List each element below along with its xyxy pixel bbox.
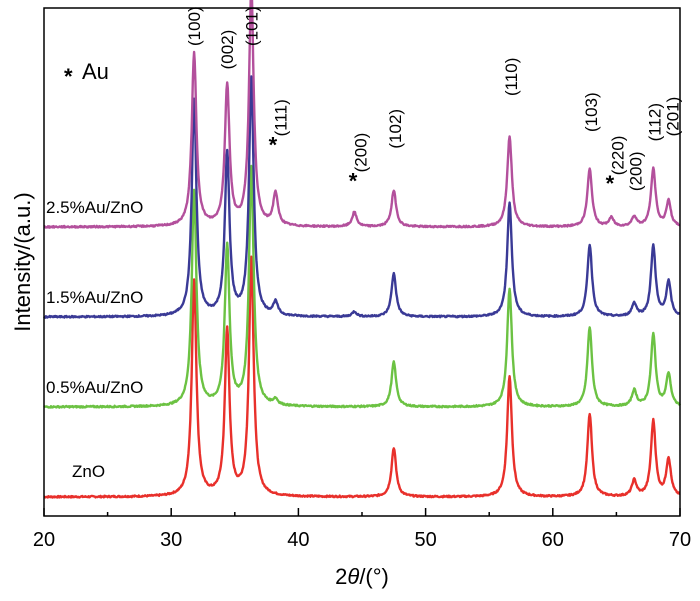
sample-label: 0.5%Au/ZnO: [46, 378, 143, 397]
sample-label: 2.5%Au/ZnO: [46, 198, 143, 217]
axes: [43, 7, 681, 517]
sample-labels: ZnO 0.5%Au/ZnO 1.5%Au/ZnO 2.5%Au/ZnO: [46, 198, 143, 481]
y-axis-title: Intensity/(a.u.): [10, 192, 35, 331]
peak-label: (200): [352, 133, 371, 173]
peak-label: (201): [663, 97, 682, 137]
peak-label: (220): [609, 136, 628, 176]
trace-3: [43, 0, 681, 229]
peak-label: (100): [185, 6, 204, 46]
trace-layer: [43, 0, 682, 499]
x-tick-label: 40: [287, 529, 309, 551]
trace-1: [43, 164, 682, 409]
peak-label: (102): [386, 109, 405, 149]
x-tick-label: 30: [160, 529, 182, 551]
au-peak-star: *: [269, 132, 278, 157]
sample-label: 1.5%Au/ZnO: [46, 288, 143, 307]
peak-label: (111): [272, 99, 291, 136]
peak-labels: (100)(002)(101)(111)* (200)*(102)(110)(10…: [185, 6, 682, 196]
trace-2: [43, 75, 681, 319]
x-tick-label: 20: [33, 529, 55, 551]
au-peak-star: *: [606, 171, 615, 196]
peak-label: (002): [218, 30, 237, 70]
peak-label: (200): [626, 151, 645, 191]
legend-star: *: [64, 64, 73, 89]
plot-frame: [43, 7, 681, 517]
x-axis-title-prefix: 2: [335, 564, 347, 589]
sample-label: ZnO: [72, 462, 105, 481]
legend-label: Au: [82, 59, 109, 84]
peak-label: (101): [242, 6, 261, 46]
peak-label: (103): [582, 92, 601, 132]
au-peak-star: *: [349, 168, 358, 193]
x-axis-title-suffix: /(°): [359, 564, 389, 589]
x-axis-ticks: 20 30 40 50 60 70: [33, 508, 691, 551]
x-tick-label: 50: [414, 529, 436, 551]
trace-0: [43, 255, 681, 499]
x-axis-title: 2θ/(°): [335, 564, 389, 589]
peak-label: (110): [502, 58, 521, 96]
peak-label: (112): [646, 103, 665, 141]
x-axis-title-symbol: θ: [347, 564, 359, 589]
x-tick-label: 60: [542, 529, 564, 551]
x-tick-label: 70: [669, 529, 691, 551]
